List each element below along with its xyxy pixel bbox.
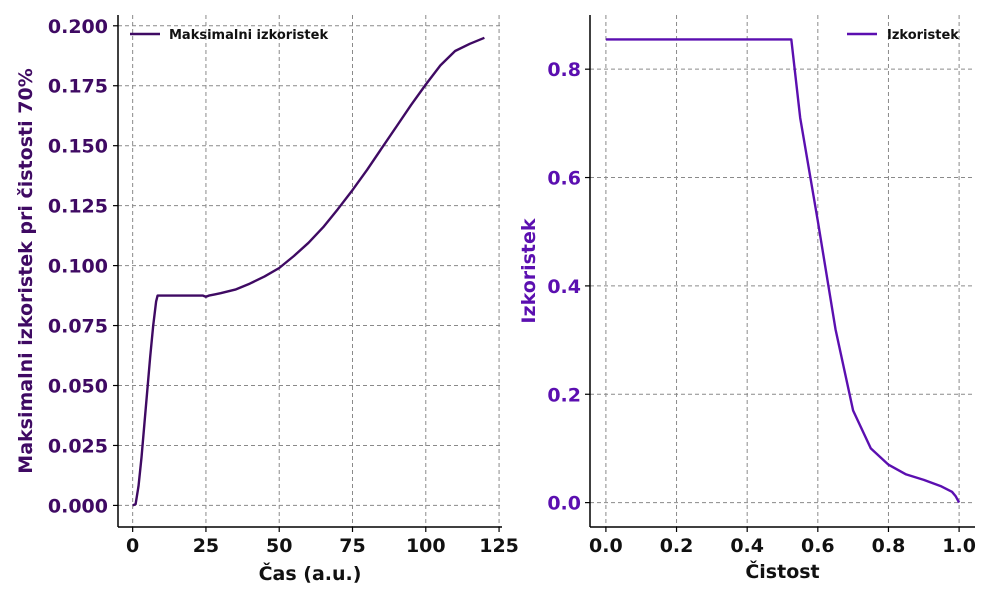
y-tick-label: 0.075: [48, 316, 108, 338]
y-tick-label: 0.000: [48, 495, 108, 517]
x-tick-label: 0.8: [872, 535, 906, 557]
legend-label: Izkoristek: [887, 28, 959, 43]
x-axis-label: Čas (a.u.): [259, 561, 362, 585]
y-tick-label: 0.150: [48, 136, 108, 158]
series-line: [605, 38, 961, 504]
x-tick-label: 0.6: [801, 535, 835, 557]
legend: Izkoristek: [847, 28, 959, 43]
x-tick-label: 100: [406, 535, 446, 557]
y-tick-label: 0.125: [48, 196, 108, 218]
right-chart-panel: 0.0 0.2 0.4 0.6 0.8 1.0 0.0 0.2 0.4 0.6 0.8 Čistost…: [518, 15, 976, 583]
y-tick-label: 0.050: [48, 376, 108, 398]
legend: Maksimalni izkoristek: [130, 28, 328, 43]
y-axis-label: Maksimalni izkoristek pri čistosti 70%: [15, 68, 37, 473]
y-tick-label: 0.100: [48, 256, 108, 278]
series-line: [132, 36, 485, 507]
y-tick-label: 0.025: [48, 435, 108, 457]
y-tick-label: 0.200: [48, 16, 108, 38]
y-tick-label: 0.175: [48, 76, 108, 98]
x-tick-label: 125: [479, 535, 519, 557]
x-tick-label: 50: [266, 535, 292, 557]
y-tick-label: 0.2: [547, 384, 581, 406]
legend-label: Maksimalni izkoristek: [169, 28, 328, 43]
x-tick-label: 1.0: [942, 535, 976, 557]
x-tick-label: 0: [126, 535, 139, 557]
y-axis-label: Izkoristek: [518, 218, 540, 323]
x-tick-label: 75: [339, 535, 365, 557]
y-tick-label: 0.6: [547, 168, 581, 190]
y-tick-label: 0.4: [547, 276, 581, 298]
x-tick-label: 0.2: [660, 535, 694, 557]
x-tick-label: 25: [193, 535, 219, 557]
y-tick-label: 0.0: [547, 493, 581, 515]
x-tick-label: 0.4: [730, 535, 764, 557]
x-tick-label: 0.0: [589, 535, 623, 557]
y-tick-label: 0.8: [547, 59, 581, 81]
x-axis-label: Čistost: [745, 559, 819, 583]
left-chart-panel: 0 25 50 75 100 125 0.000 0.025 0.050 0.075 0.100 0.…: [15, 15, 519, 585]
